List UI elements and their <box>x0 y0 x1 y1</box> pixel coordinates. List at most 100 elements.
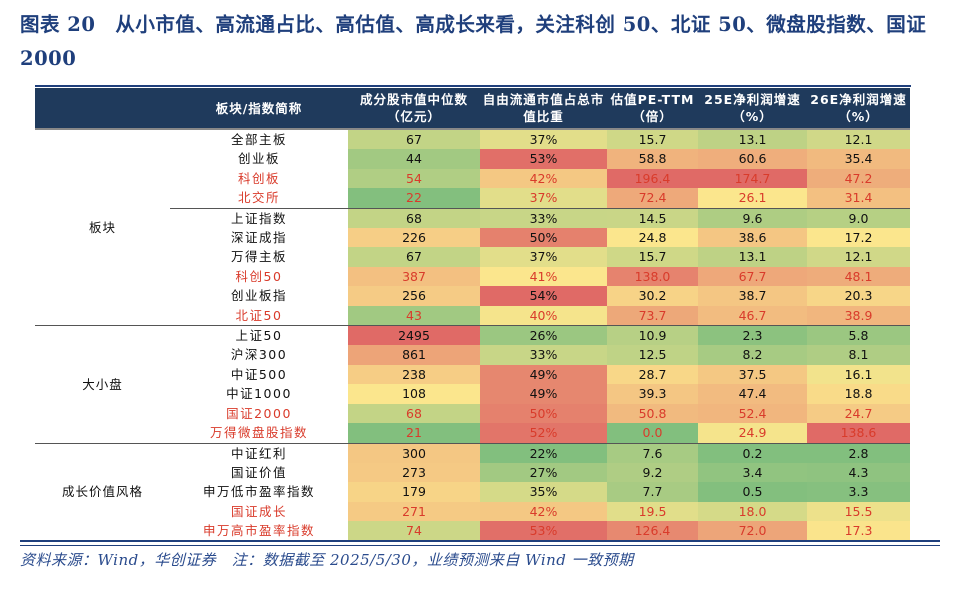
value-cell: 256 <box>348 286 480 306</box>
top-rule <box>35 85 911 87</box>
value-cell: 74 <box>348 521 480 541</box>
value-cell: 271 <box>348 501 480 522</box>
value-cell: 54% <box>480 286 607 306</box>
column-header: 板块/指数简称 <box>170 88 348 130</box>
index-name: 创业板 <box>237 151 280 167</box>
index-name: 中证红利 <box>170 442 348 463</box>
table-row: 深证成指 226 50% 24.8 38.6 17.2 <box>35 228 910 248</box>
value-cell: 43 <box>348 305 480 326</box>
value-cell: 9.0 <box>807 207 910 229</box>
index-name: 科创50 <box>235 268 283 284</box>
value-cell: 7.6 <box>607 442 698 463</box>
index-name: 中证1000 <box>226 386 292 402</box>
value-cell: 52.4 <box>698 403 807 424</box>
value-cell: 15.7 <box>607 247 698 267</box>
value-cell: 4.3 <box>807 462 910 483</box>
value-cell: 19.5 <box>607 501 698 522</box>
value-cell: 138.0 <box>607 266 698 287</box>
value-cell: 9.6 <box>698 207 807 229</box>
table-row: 创业板指 256 54% 30.2 38.7 20.3 <box>35 286 910 306</box>
index-name: 上证指数 <box>170 207 348 229</box>
index-name: 万得主板 <box>230 249 287 265</box>
value-cell: 44 <box>348 149 480 169</box>
value-cell: 20.3 <box>807 286 910 306</box>
value-cell: 53% <box>480 149 607 169</box>
value-cell: 35.4 <box>807 149 910 169</box>
table-row: 中证1000 108 49% 39.3 47.4 18.8 <box>35 384 910 404</box>
index-name: 上证50 <box>170 325 348 346</box>
index-name: 创业板指 <box>230 288 287 304</box>
value-cell: 3.3 <box>807 482 910 502</box>
value-cell: 17.2 <box>807 228 910 248</box>
value-cell: 16.1 <box>807 364 910 385</box>
value-cell: 68 <box>348 403 480 424</box>
table-row: 科创50 387 41% 138.0 67.7 48.1 <box>35 266 910 287</box>
value-cell: 13.1 <box>698 129 807 150</box>
table-row: 北证50 43 40% 73.7 46.7 38.9 <box>35 305 910 326</box>
index-name: 国证2000 <box>226 405 292 421</box>
value-cell: 67 <box>348 129 480 150</box>
index-name: 深证成指 <box>230 230 287 246</box>
table-row: 万得主板 67 37% 15.7 13.1 12.1 <box>35 247 910 267</box>
value-cell: 10.9 <box>607 325 698 346</box>
value-cell: 8.2 <box>698 345 807 365</box>
table-row: 科创板 54 42% 196.4 174.7 47.2 <box>35 168 910 189</box>
value-cell: 37% <box>480 247 607 267</box>
value-cell: 14.5 <box>607 207 698 229</box>
value-cell: 9.2 <box>607 462 698 483</box>
value-cell: 67 <box>348 247 480 267</box>
value-cell: 27% <box>480 462 607 483</box>
table-row: 上证指数 68 33% 14.5 9.6 9.0 <box>35 207 910 229</box>
value-cell: 38.7 <box>698 286 807 306</box>
value-cell: 33% <box>480 207 607 229</box>
value-cell: 174.7 <box>698 168 807 189</box>
value-cell: 13.1 <box>698 247 807 267</box>
value-cell: 5.8 <box>807 325 910 346</box>
index-name: 沪深300 <box>230 347 288 363</box>
column-header: 估值PE-TTM（倍） <box>607 88 698 130</box>
value-cell: 73.7 <box>607 305 698 326</box>
value-cell: 42% <box>480 168 607 189</box>
index-name: 北证50 <box>235 307 283 323</box>
data-table: 板块/指数简称 成分股市值中位数（亿元） 自由流通市值占总市值比重 估值PE-TTM（… <box>35 88 910 541</box>
value-cell: 50.8 <box>607 403 698 424</box>
value-cell: 72.4 <box>607 188 698 209</box>
group-label: 板块 <box>88 219 116 235</box>
group-label: 成长价值风格 <box>35 442 170 541</box>
column-header: 自由流通市值占总市值比重 <box>480 88 607 130</box>
table-row: 中证500 238 49% 28.7 37.5 16.1 <box>35 364 910 385</box>
footnote: 资料来源：Wind，华创证券 注：数据截至 2025/5/30，业绩预测来自 W… <box>20 551 634 569</box>
value-cell: 238 <box>348 364 480 385</box>
value-cell: 22% <box>480 442 607 463</box>
value-cell: 53% <box>480 521 607 541</box>
value-cell: 33% <box>480 345 607 365</box>
value-cell: 49% <box>480 364 607 385</box>
value-cell: 138.6 <box>807 423 910 443</box>
value-cell: 24.7 <box>807 403 910 424</box>
value-cell: 18.8 <box>807 384 910 404</box>
index-name: 国证价值 <box>230 464 287 480</box>
table-row: 北交所 22 37% 72.4 26.1 31.4 <box>35 188 910 209</box>
value-cell: 50% <box>480 403 607 424</box>
table-row: 申万低市盈率指数 179 35% 7.7 0.5 3.3 <box>35 482 910 502</box>
value-cell: 46.7 <box>698 305 807 326</box>
value-cell: 18.0 <box>698 501 807 522</box>
column-header: 25E净利润增速（%） <box>698 88 807 130</box>
value-cell: 50% <box>480 228 607 248</box>
value-cell: 12.5 <box>607 345 698 365</box>
value-cell: 126.4 <box>607 521 698 541</box>
value-cell: 54 <box>348 168 480 189</box>
value-cell: 7.7 <box>607 482 698 502</box>
value-cell: 42% <box>480 501 607 522</box>
value-cell: 58.8 <box>607 149 698 169</box>
value-cell: 26.1 <box>698 188 807 209</box>
table-row: 国证成长 271 42% 19.5 18.0 15.5 <box>35 501 910 522</box>
value-cell: 37.5 <box>698 364 807 385</box>
bottom-rule <box>20 540 940 546</box>
index-name: 中证500 <box>230 366 288 382</box>
value-cell: 21 <box>348 423 480 443</box>
group-label: 大小盘 <box>35 325 170 443</box>
figure-title: 图表 20 从小市值、高流通占比、高估值、高成长来看，关注科创 50、北证 50… <box>20 13 927 70</box>
value-cell: 12.1 <box>807 247 910 267</box>
value-cell: 3.4 <box>698 462 807 483</box>
